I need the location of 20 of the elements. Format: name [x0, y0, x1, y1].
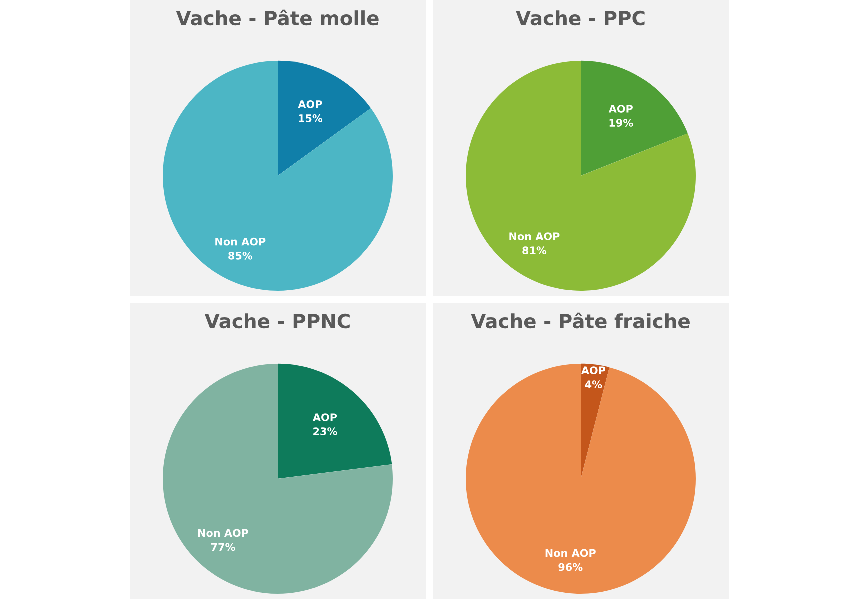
data-label: 15%: [299, 114, 323, 122]
data-label: 81%: [522, 246, 547, 255]
chart-title: Vache - Pâte molle: [176, 10, 379, 26]
slice-label: AOP: [581, 366, 606, 374]
data-label: 77%: [211, 543, 236, 552]
chart-title: Vache - PPNC: [204, 314, 350, 329]
slice-label: AOP: [312, 414, 338, 422]
slice-label: Non AOP: [510, 232, 560, 240]
data-label: 23%: [314, 428, 338, 436]
chart-title: Vache - PPC: [516, 10, 645, 26]
slice-label: Non AOP: [216, 238, 266, 246]
data-label: 85%: [228, 252, 253, 260]
slice-label: Non AOP: [546, 549, 596, 558]
data-label: 19%: [610, 119, 634, 127]
slice-label: Non AOP: [198, 529, 249, 538]
slice-label: AOP: [298, 100, 322, 108]
data-label: 4%: [585, 380, 602, 389]
chart-title: Vache - Pâte fraiche: [471, 312, 690, 329]
slice-label: AOP: [608, 105, 633, 113]
data-label: 96%: [558, 563, 583, 572]
